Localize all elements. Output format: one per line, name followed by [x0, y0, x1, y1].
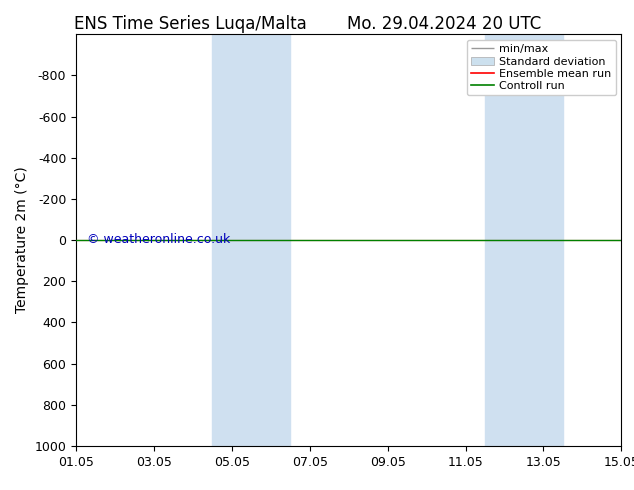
Text: © weatheronline.co.uk: © weatheronline.co.uk [87, 233, 230, 246]
Y-axis label: Temperature 2m (°C): Temperature 2m (°C) [15, 167, 29, 314]
Bar [485, 34, 563, 446]
Text: ENS Time Series Luqa/Malta: ENS Time Series Luqa/Malta [74, 15, 307, 33]
Text: Mo. 29.04.2024 20 UTC: Mo. 29.04.2024 20 UTC [347, 15, 541, 33]
Bar [212, 34, 290, 446]
Legend: min/max, Standard deviation, Ensemble mean run, Controll run: min/max, Standard deviation, Ensemble me… [467, 40, 616, 96]
